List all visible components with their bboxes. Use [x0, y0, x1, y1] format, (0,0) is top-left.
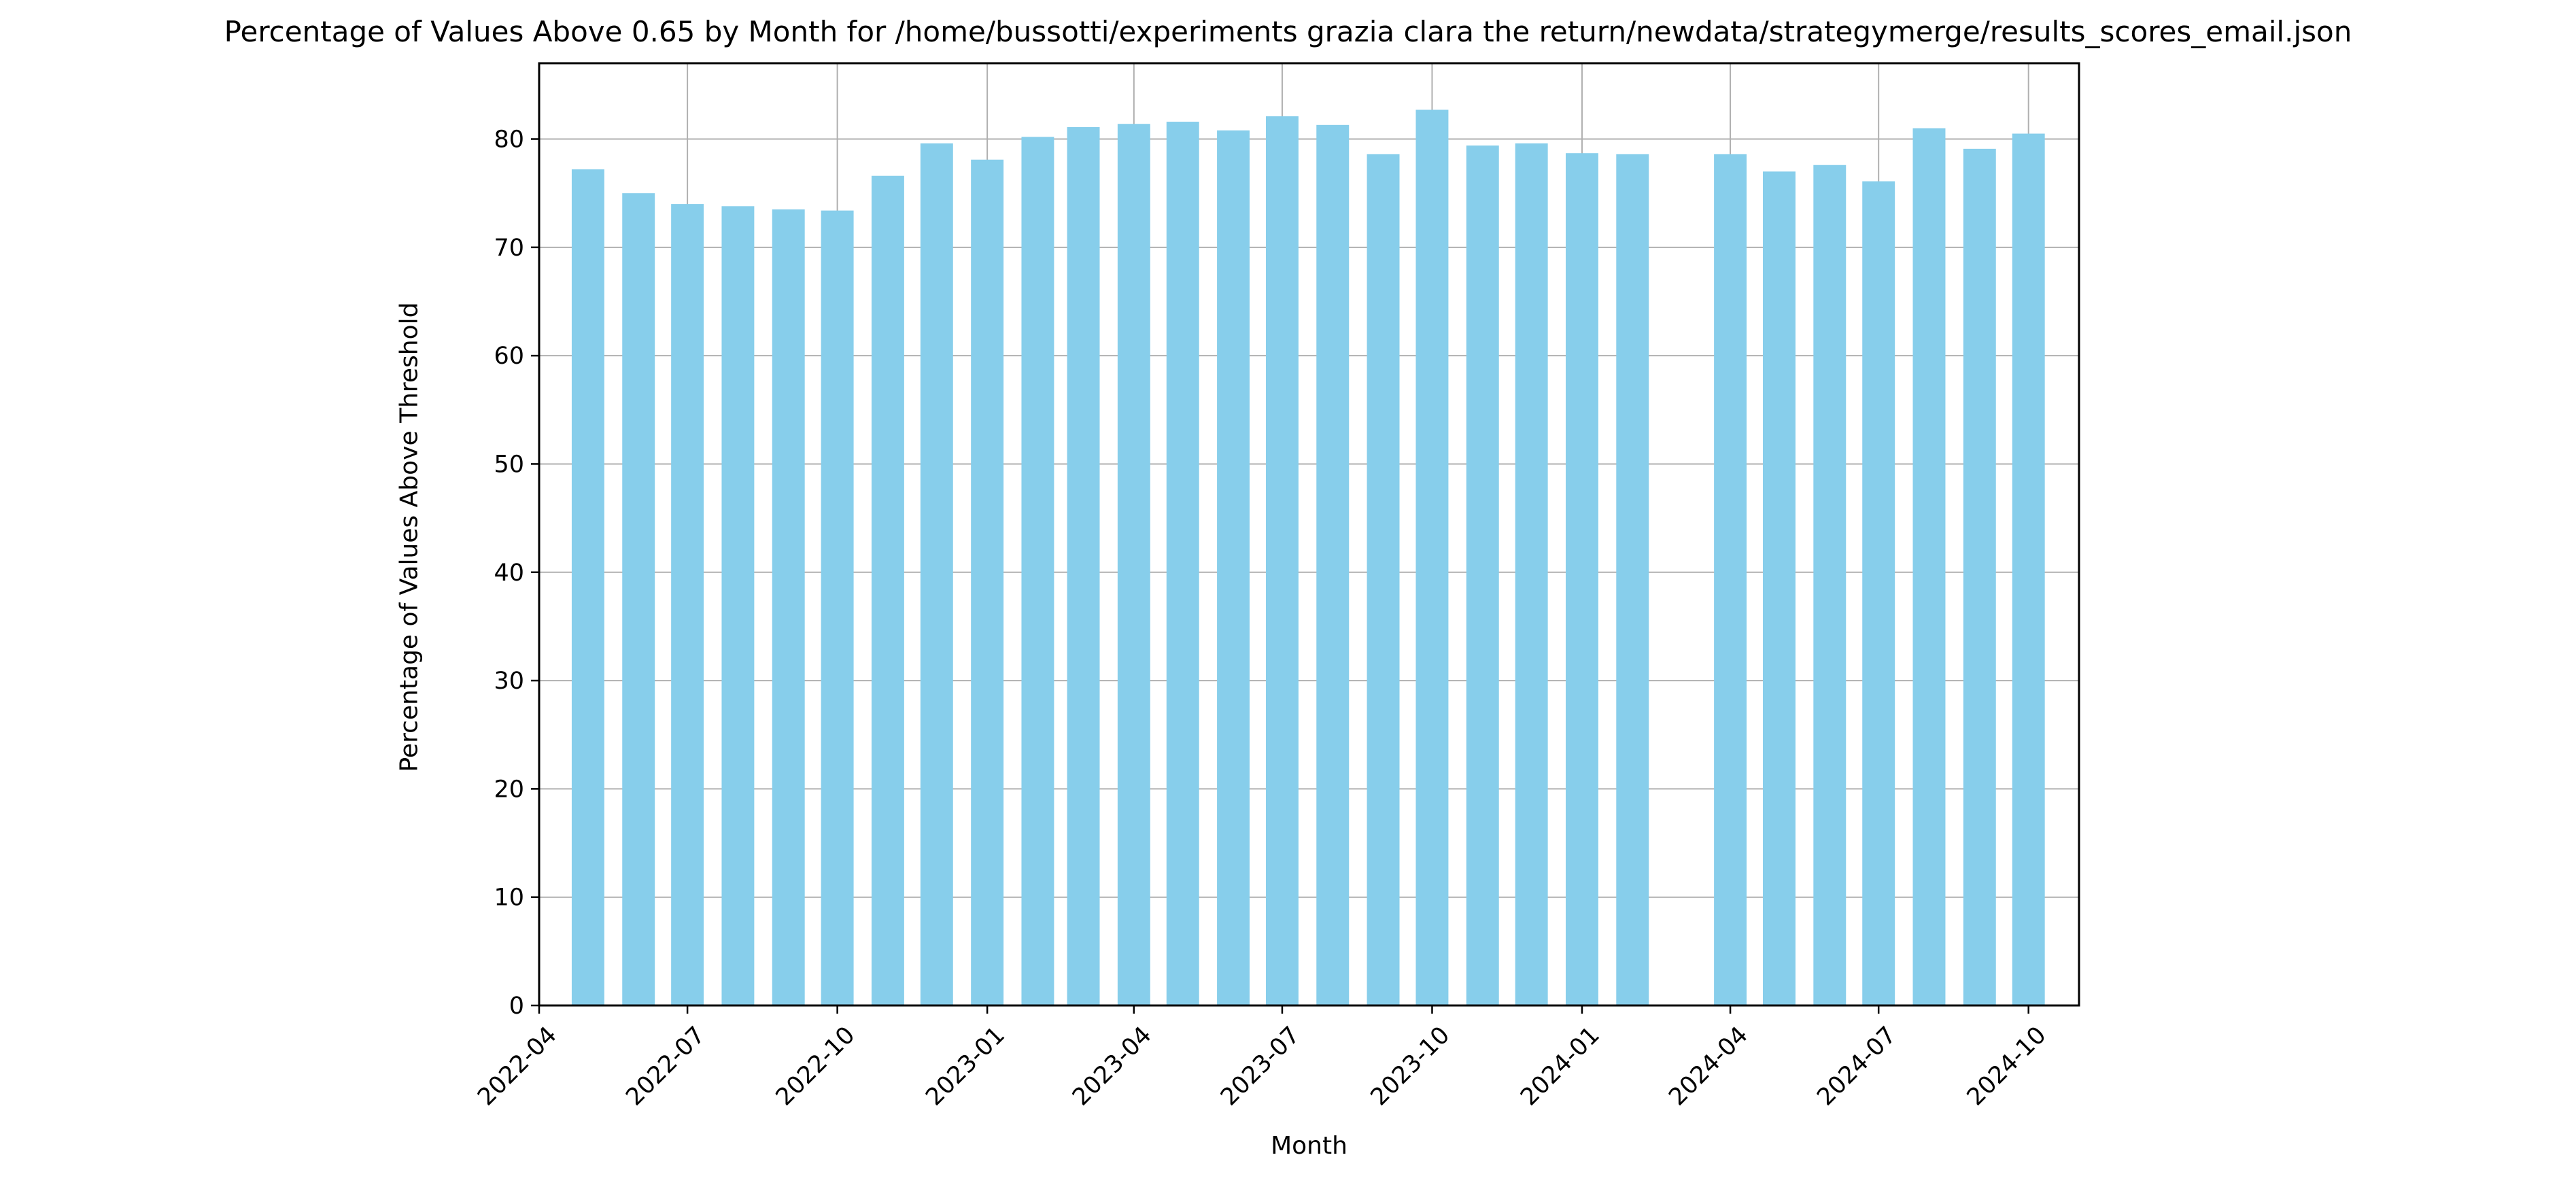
bar-2023-08: [1316, 124, 1350, 1006]
y-tick-label: 10: [494, 884, 524, 912]
y-tick-label: 40: [494, 560, 524, 587]
x-tick-label: 2023-10: [1366, 1022, 1456, 1112]
bar-2024-06: [1813, 165, 1847, 1006]
x-tick-label: 2023-01: [921, 1022, 1010, 1112]
bar-2024-09: [1963, 148, 1996, 1005]
x-tick-label: 2023-07: [1216, 1022, 1305, 1112]
y-tick-label: 50: [494, 451, 524, 478]
bar-2023-09: [1367, 154, 1400, 1006]
plot-frame: [538, 62, 2080, 1007]
bar-2023-01: [971, 159, 1004, 1005]
x-axis-label: Month: [1271, 1132, 1347, 1160]
bar-2023-05: [1166, 122, 1199, 1005]
bar-2024-02: [1616, 154, 1649, 1006]
bar-2024-04: [1714, 154, 1747, 1006]
x-tick-label: 2024-01: [1515, 1022, 1605, 1112]
grid-lines: [538, 63, 2079, 1006]
y-tick-label: 0: [509, 993, 524, 1020]
x-tick-label: 2022-07: [621, 1022, 710, 1112]
bar-2024-05: [1763, 171, 1796, 1006]
bar-2023-03: [1067, 126, 1100, 1005]
bar-2022-10: [821, 210, 854, 1005]
y-tick-label: 70: [494, 235, 524, 262]
bar-2023-11: [1466, 145, 1499, 1005]
bar-2022-05: [571, 169, 604, 1005]
bar-2022-11: [871, 175, 904, 1006]
bar-2023-12: [1515, 143, 1548, 1005]
y-tick-label: 60: [494, 343, 524, 370]
x-tick-label: 2023-04: [1067, 1022, 1157, 1112]
x-tick-label: 2022-10: [771, 1022, 861, 1112]
bar-2022-09: [772, 209, 805, 1005]
x-tick-label: 2024-07: [1812, 1022, 1902, 1112]
bar-2022-08: [721, 206, 755, 1005]
y-tick-label: 80: [494, 126, 524, 154]
chart-title: Percentage of Values Above 0.65 by Month…: [224, 15, 2352, 48]
y-tick-label: 20: [494, 776, 524, 803]
bar-2024-08: [1912, 128, 1946, 1006]
bar-2024-10: [2012, 133, 2045, 1005]
bar-2022-07: [671, 204, 704, 1005]
bar-2024-01: [1566, 153, 1598, 1006]
bar-2022-06: [622, 193, 655, 1006]
bar-2024-07: [1862, 181, 1895, 1005]
bar-2023-10: [1415, 109, 1449, 1006]
bar-2022-12: [920, 143, 953, 1005]
y-axis-label: Percentage of Values Above Threshold: [395, 302, 424, 772]
bar-2023-06: [1217, 130, 1250, 1005]
y-tick-label: 30: [494, 668, 524, 695]
bar-2023-02: [1021, 137, 1054, 1005]
bar-2023-04: [1117, 124, 1150, 1006]
x-tick-label: 2024-04: [1664, 1022, 1753, 1112]
x-tick-label: 2022-04: [473, 1022, 562, 1112]
bars: [571, 109, 2045, 1006]
bar-2023-07: [1265, 116, 1299, 1006]
x-tick-label: 2024-10: [1962, 1022, 2052, 1112]
